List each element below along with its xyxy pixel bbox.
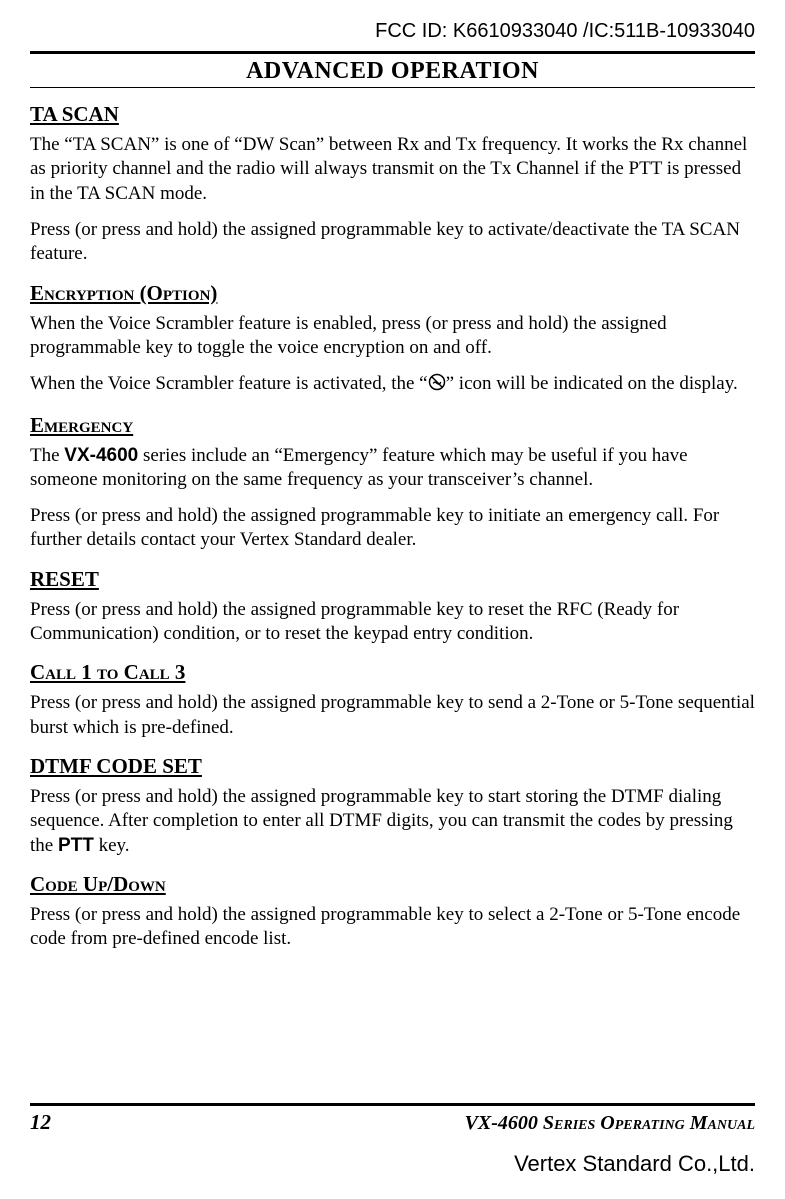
heading-code-updown: Code Up/Down — [30, 872, 755, 897]
heading-encryption: Encryption (Option) — [30, 281, 755, 306]
fcc-id-text: FCC ID: K6610933040 /IC:511B-10933040 — [30, 20, 755, 43]
text-dtmf-1: Press (or press and hold) the assigned p… — [30, 785, 755, 858]
text-encryption-2-post: ” icon will be indicated on the display. — [446, 373, 738, 394]
chapter-title-lead2: O — [391, 58, 410, 84]
text-encryption-2-pre: When the Voice Scrambler feature is acti… — [30, 373, 428, 394]
text-reset-1: Press (or press and hold) the assigned p… — [30, 598, 755, 647]
scrambler-icon — [428, 373, 446, 398]
heading-reset: RESET — [30, 567, 755, 592]
text-emergency-1: The VX-4600 series include an “Emergency… — [30, 444, 755, 493]
manual-title: VX-4600 Series Operating Manual — [465, 1112, 755, 1135]
text-encryption-2: When the Voice Scrambler feature is acti… — [30, 372, 755, 398]
text-encryption-1: When the Voice Scrambler feature is enab… — [30, 312, 755, 361]
text-dtmf-1-pre: Press (or press and hold) the assigned p… — [30, 786, 733, 856]
heading-dtmf: DTMF CODE SET — [30, 754, 755, 779]
text-dtmf-1-post: key. — [94, 835, 130, 856]
footer: 12 VX-4600 Series Operating Manual — [30, 1103, 755, 1135]
text-emergency-1-pre: The — [30, 445, 64, 466]
page-number: 12 — [30, 1110, 51, 1135]
text-ta-scan-2: Press (or press and hold) the assigned p… — [30, 218, 755, 267]
text-call-1: Press (or press and hold) the assigned p… — [30, 691, 755, 740]
rule-under-title — [30, 87, 755, 88]
heading-ta-scan: TA SCAN — [30, 102, 755, 127]
text-emergency-1-bold: VX-4600 — [64, 445, 138, 466]
rule-footer — [30, 1103, 755, 1106]
chapter-title-rest1: DVANCED — [264, 58, 384, 84]
heading-call: Call 1 to Call 3 — [30, 660, 755, 685]
text-dtmf-1-bold: PTT — [58, 835, 94, 856]
manual-page: FCC ID: K6610933040 /IC:511B-10933040 AD… — [0, 0, 785, 1199]
text-emergency-2: Press (or press and hold) the assigned p… — [30, 504, 755, 553]
chapter-title: ADVANCED OPERATION — [30, 54, 755, 87]
heading-emergency: Emergency — [30, 413, 755, 438]
text-code-updown-1: Press (or press and hold) the assigned p… — [30, 903, 755, 952]
text-ta-scan-1: The “TA SCAN” is one of “DW Scan” betwee… — [30, 133, 755, 206]
footer-row: 12 VX-4600 Series Operating Manual — [30, 1110, 755, 1135]
chapter-title-lead1: A — [246, 58, 264, 84]
vendor-text: Vertex Standard Co.,Ltd. — [514, 1151, 755, 1177]
chapter-title-rest2: PERATION — [410, 58, 539, 84]
